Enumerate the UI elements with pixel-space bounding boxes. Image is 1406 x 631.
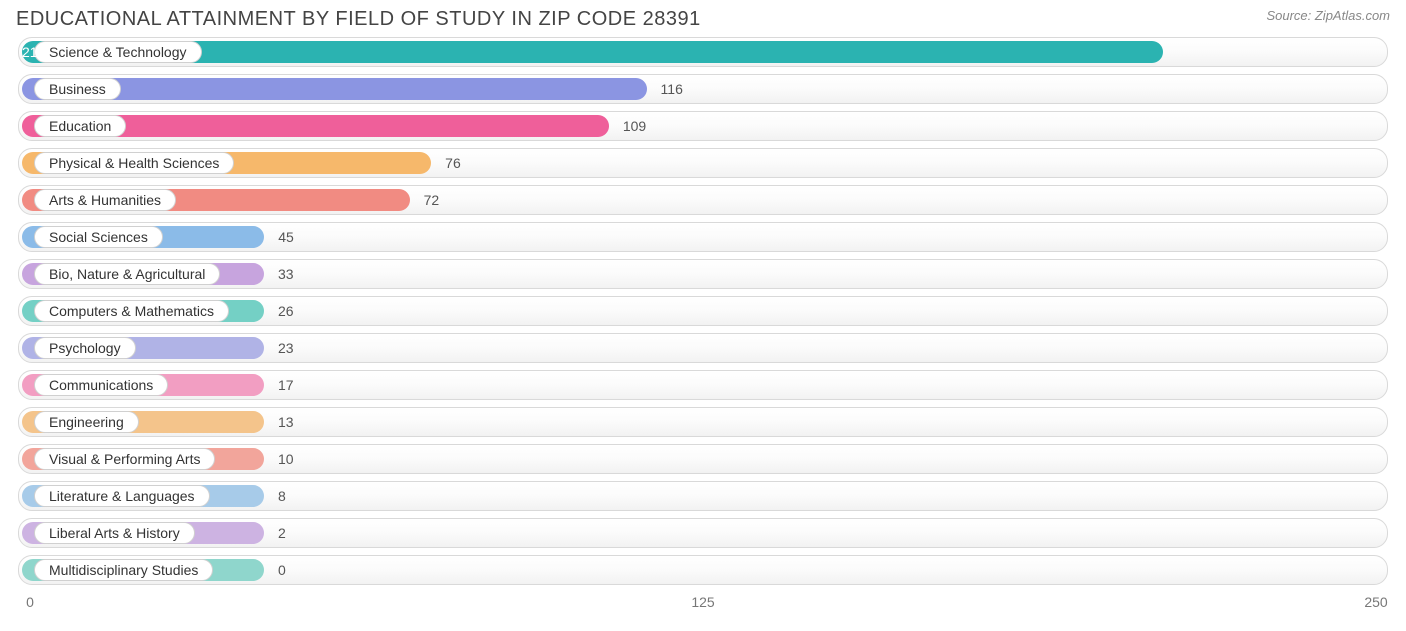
category-label: Computers & Mathematics [49,303,214,319]
category-pill: Business [34,78,121,100]
category-pill: Psychology [34,337,136,359]
chart-title: EDUCATIONAL ATTAINMENT BY FIELD OF STUDY… [16,8,701,31]
category-pill: Literature & Languages [34,485,210,507]
category-pill: Multidisciplinary Studies [34,559,213,581]
chart-row: Liberal Arts & History 2 [10,518,1396,548]
x-axis: 0 125 250 [10,592,1396,616]
category-pill: Communications [34,374,168,396]
x-tick-label: 250 [1364,594,1387,610]
bar-value: 76 [445,148,461,178]
chart-row: Engineering 13 [10,407,1396,437]
bar-value: 8 [278,481,286,511]
bar-value: 109 [623,111,646,141]
category-label: Literature & Languages [49,488,195,504]
chart-row: Psychology 23 [10,333,1396,363]
category-label: Business [49,81,106,97]
category-pill: Visual & Performing Arts [34,448,215,470]
x-tick-label: 125 [691,594,714,610]
chart-row: Science & Technology212 [10,37,1396,67]
bar-value: 212 [22,37,1163,67]
bar-value: 45 [278,222,294,252]
chart-row: Bio, Nature & Agricultural 33 [10,259,1396,289]
category-pill: Education [34,115,126,137]
category-pill: Engineering [34,411,139,433]
category-pill: Bio, Nature & Agricultural [34,263,220,285]
category-pill: Liberal Arts & History [34,522,195,544]
category-pill: Computers & Mathematics [34,300,229,322]
category-label: Social Sciences [49,229,148,245]
chart-row: Literature & Languages 8 [10,481,1396,511]
chart-row: Computers & Mathematics 26 [10,296,1396,326]
bar-value: 23 [278,333,294,363]
category-label: Education [49,118,111,134]
chart-row: Multidisciplinary Studies 0 [10,555,1396,585]
category-label: Physical & Health Sciences [49,155,219,171]
category-label: Communications [49,377,153,393]
chart-row: Education 109 [10,111,1396,141]
bar-value: 33 [278,259,294,289]
chart-row: Business 116 [10,74,1396,104]
category-pill: Physical & Health Sciences [34,152,234,174]
bar-chart: Science & Technology212 Business 116 Educat… [10,37,1396,585]
bar-value: 10 [278,444,294,474]
category-label: Liberal Arts & History [49,525,180,541]
category-label: Psychology [49,340,121,356]
bar-value: 26 [278,296,294,326]
source-attribution: Source: ZipAtlas.com [1266,8,1390,23]
bar-value: 17 [278,370,294,400]
chart-row: Physical & Health Sciences 76 [10,148,1396,178]
chart-row: Arts & Humanities 72 [10,185,1396,215]
x-tick-label: 0 [26,594,34,610]
chart-row: Visual & Performing Arts 10 [10,444,1396,474]
chart-row: Social Sciences 45 [10,222,1396,252]
bar-value: 116 [661,74,683,104]
category-label: Engineering [49,414,124,430]
category-pill: Social Sciences [34,226,163,248]
category-label: Bio, Nature & Agricultural [49,266,205,282]
category-label: Visual & Performing Arts [49,451,200,467]
chart-row: Communications 17 [10,370,1396,400]
bar-value: 0 [278,555,286,585]
bar-value: 13 [278,407,294,437]
category-label: Multidisciplinary Studies [49,562,198,578]
bar-value: 2 [278,518,286,548]
category-pill: Arts & Humanities [34,189,176,211]
bar-value: 72 [424,185,440,215]
category-label: Arts & Humanities [49,192,161,208]
